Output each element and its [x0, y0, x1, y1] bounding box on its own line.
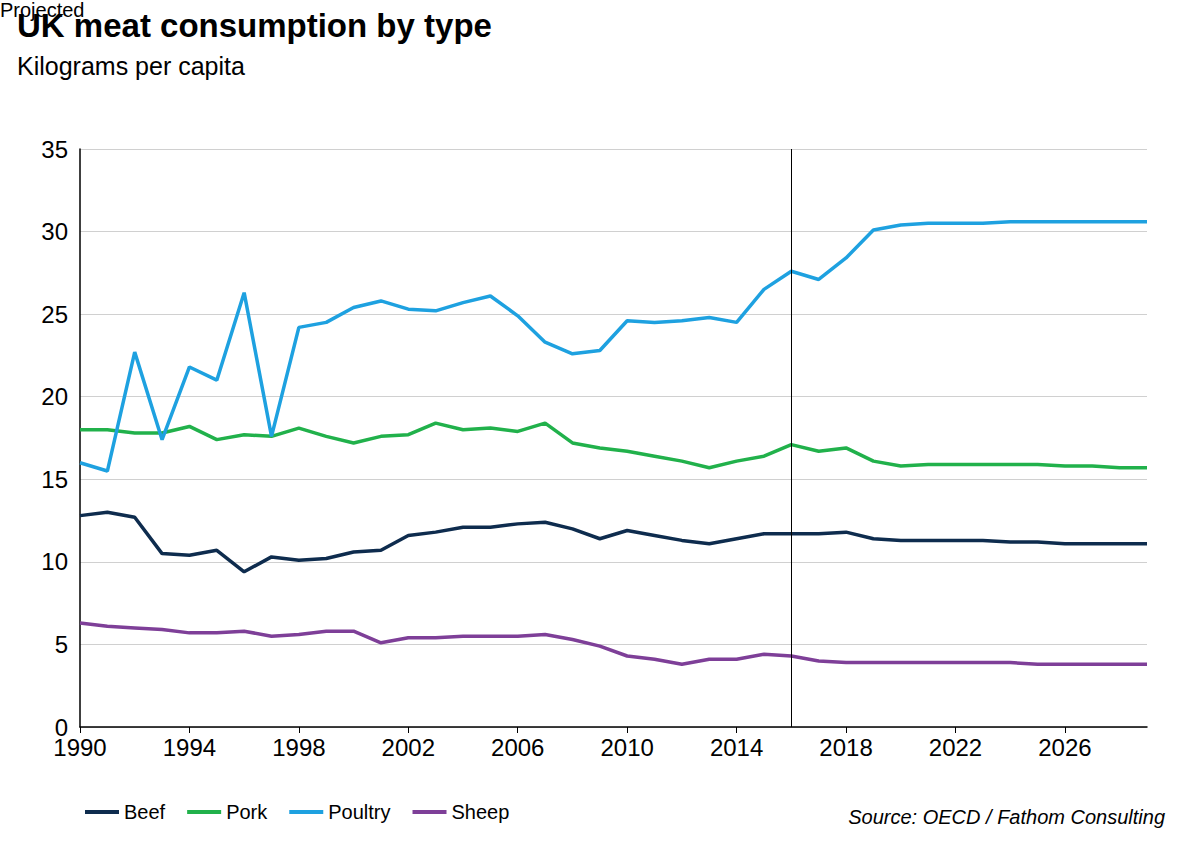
svg-text:30: 30 — [41, 218, 68, 245]
svg-text:10: 10 — [41, 548, 68, 575]
svg-text:2014: 2014 — [710, 734, 763, 761]
svg-text:Pork: Pork — [226, 801, 268, 823]
svg-text:35: 35 — [41, 136, 68, 163]
svg-text:1990: 1990 — [53, 734, 106, 761]
svg-text:Poultry: Poultry — [328, 801, 390, 823]
svg-text:15: 15 — [41, 466, 68, 493]
svg-text:Kilograms per capita: Kilograms per capita — [17, 52, 245, 80]
svg-text:UK meat consumption by type: UK meat consumption by type — [17, 7, 492, 44]
svg-text:2018: 2018 — [819, 734, 872, 761]
svg-text:5: 5 — [55, 631, 68, 658]
svg-text:2002: 2002 — [382, 734, 435, 761]
svg-text:1994: 1994 — [163, 734, 216, 761]
svg-text:20: 20 — [41, 383, 68, 410]
svg-text:Sheep: Sheep — [452, 801, 510, 823]
svg-text:Source: OECD / Fathom Consulti: Source: OECD / Fathom Consulting — [848, 806, 1165, 828]
svg-text:2010: 2010 — [600, 734, 653, 761]
svg-text:2006: 2006 — [491, 734, 544, 761]
svg-text:25: 25 — [41, 301, 68, 328]
svg-text:Beef: Beef — [124, 801, 166, 823]
svg-text:2026: 2026 — [1038, 734, 1091, 761]
svg-text:0: 0 — [54, 713, 68, 741]
svg-text:2022: 2022 — [929, 734, 982, 761]
svg-text:1998: 1998 — [272, 734, 325, 761]
